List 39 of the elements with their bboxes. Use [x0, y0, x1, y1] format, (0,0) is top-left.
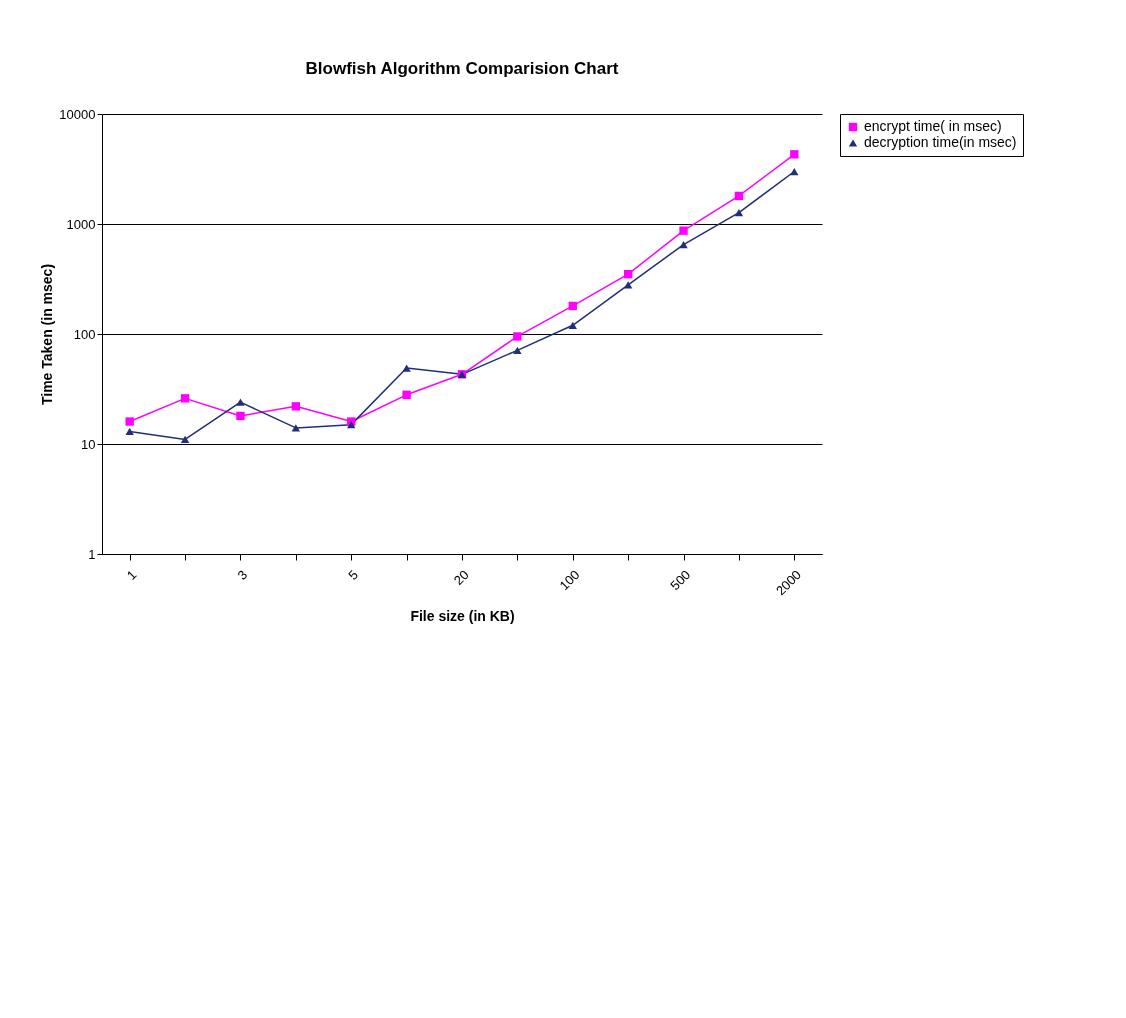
- point: [125, 427, 134, 436]
- point: [236, 411, 245, 421]
- point: [790, 150, 799, 159]
- point: [623, 269, 633, 279]
- point: [125, 417, 134, 426]
- point: [568, 301, 577, 311]
- point: [679, 240, 688, 249]
- x-tick-label: 1: [123, 567, 140, 583]
- point: [513, 332, 522, 341]
- point: [568, 321, 577, 329]
- point: [291, 424, 301, 432]
- legend-label: encrypt time( in msec): [864, 118, 1002, 134]
- x-tick-label: 5: [345, 567, 361, 583]
- point: [790, 167, 799, 176]
- y-tick-label: 100: [73, 326, 96, 342]
- point: [236, 398, 245, 406]
- y-tick-label: 1: [88, 546, 96, 562]
- y-tick-label: 10: [81, 436, 96, 452]
- point: [402, 364, 411, 372]
- point: [347, 421, 356, 429]
- point: [513, 346, 522, 354]
- x-axis-title: File size (in KB): [410, 608, 515, 625]
- point: [180, 435, 190, 444]
- point: [623, 281, 633, 289]
- x-tick-label: 100: [556, 567, 583, 594]
- legend-label: decryption time(in msec): [864, 134, 1017, 150]
- y-axis-title: Time Taken (in msec): [39, 263, 56, 406]
- point: [679, 226, 688, 235]
- point: [734, 208, 744, 217]
- x-tick-label: 500: [667, 567, 694, 594]
- point: [402, 390, 411, 399]
- y-tick-label: 1000: [66, 216, 96, 232]
- x-tick-label: 20: [450, 567, 472, 588]
- point: [291, 402, 301, 411]
- point: [734, 191, 744, 201]
- x-tick-label: 3: [234, 567, 251, 583]
- chart-title: Blowfish Algorithm Comparision Chart: [305, 59, 619, 78]
- y-tick-label: 10000: [59, 106, 96, 122]
- point: [180, 394, 190, 403]
